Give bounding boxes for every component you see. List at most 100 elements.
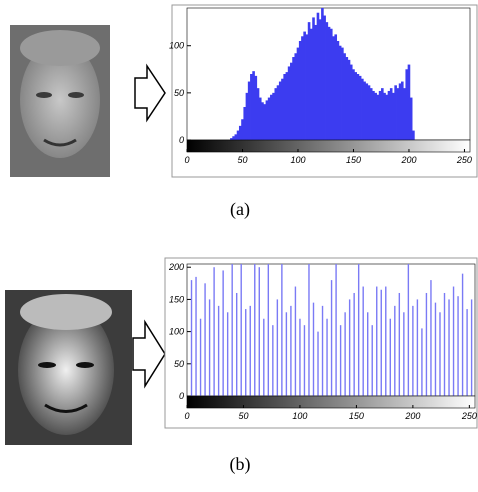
bar <box>434 302 437 396</box>
bar <box>327 26 331 140</box>
bar <box>272 325 274 396</box>
bar <box>338 45 342 140</box>
bar <box>267 97 271 140</box>
bar <box>367 85 371 140</box>
bar <box>394 85 397 140</box>
bar <box>272 92 275 140</box>
bar <box>235 292 238 396</box>
bar <box>358 75 362 140</box>
bar <box>285 72 289 140</box>
face-photo <box>5 290 132 445</box>
y-tick-label: 50 <box>174 88 184 98</box>
bar <box>380 289 382 396</box>
bar <box>245 309 247 396</box>
bar <box>330 280 333 396</box>
bar <box>240 264 242 396</box>
bar <box>301 36 304 140</box>
bar <box>258 97 262 140</box>
bar <box>326 318 328 396</box>
bar <box>199 318 202 396</box>
bar <box>387 90 391 140</box>
bar <box>369 88 373 140</box>
bar <box>323 15 326 141</box>
bar <box>349 64 353 140</box>
bar <box>383 92 386 140</box>
bar <box>352 69 355 140</box>
bar <box>208 299 211 396</box>
bar <box>276 85 280 140</box>
bar <box>363 81 366 140</box>
y-tick-label: 50 <box>174 359 184 369</box>
bar <box>403 88 406 140</box>
bar <box>378 90 382 140</box>
bar <box>195 276 197 396</box>
bar <box>290 305 292 396</box>
x-tick-label: 150 <box>346 155 361 165</box>
bar <box>461 273 464 396</box>
bar <box>341 47 344 140</box>
y-tick-label: 0 <box>179 135 184 145</box>
bar <box>343 53 346 140</box>
bar <box>344 312 346 396</box>
bar <box>303 325 306 396</box>
x-tick-label: 250 <box>461 411 477 421</box>
bar <box>385 286 387 396</box>
arrow <box>132 319 166 389</box>
bar <box>238 125 242 140</box>
bar <box>425 292 428 396</box>
bar <box>332 36 335 140</box>
bar <box>294 53 298 140</box>
bar <box>371 325 373 396</box>
bar <box>367 312 369 396</box>
y-tick-label: 0 <box>179 391 184 401</box>
bar <box>316 12 320 140</box>
bar <box>345 57 349 140</box>
bar <box>421 328 423 396</box>
bar <box>314 24 318 140</box>
bar <box>374 92 377 140</box>
bar <box>270 94 273 140</box>
bar <box>298 41 302 140</box>
bar <box>234 134 238 140</box>
bar <box>443 292 446 396</box>
bar <box>385 94 389 140</box>
bar <box>245 92 249 140</box>
bar <box>405 69 409 140</box>
bar <box>329 28 333 140</box>
bar <box>308 264 310 396</box>
arrow <box>134 63 166 123</box>
bar <box>285 312 288 396</box>
bar <box>336 41 340 140</box>
bar <box>325 22 329 141</box>
bar <box>241 119 244 140</box>
bar <box>267 264 270 396</box>
bar <box>256 88 260 140</box>
x-tick-label: 100 <box>290 155 305 165</box>
x-tick-label: 250 <box>456 155 472 165</box>
face-photo <box>10 25 110 177</box>
bar <box>401 81 404 140</box>
bar <box>394 305 396 396</box>
bar <box>232 136 235 140</box>
bar <box>274 88 278 140</box>
bar <box>439 312 441 396</box>
bar <box>309 28 313 140</box>
bar <box>222 270 224 396</box>
bar <box>348 299 351 396</box>
bar <box>312 17 315 140</box>
bar <box>416 299 419 396</box>
bar <box>321 305 324 396</box>
bar <box>396 88 400 140</box>
y-tick-label: 100 <box>169 41 184 51</box>
bar <box>247 81 251 140</box>
bar <box>403 312 405 396</box>
bar <box>412 305 414 396</box>
bar <box>290 62 293 140</box>
bar <box>318 19 322 140</box>
bar <box>294 286 297 396</box>
bar <box>376 286 378 396</box>
bar <box>226 312 229 396</box>
bar <box>361 78 364 140</box>
caption: (b) <box>230 454 251 475</box>
